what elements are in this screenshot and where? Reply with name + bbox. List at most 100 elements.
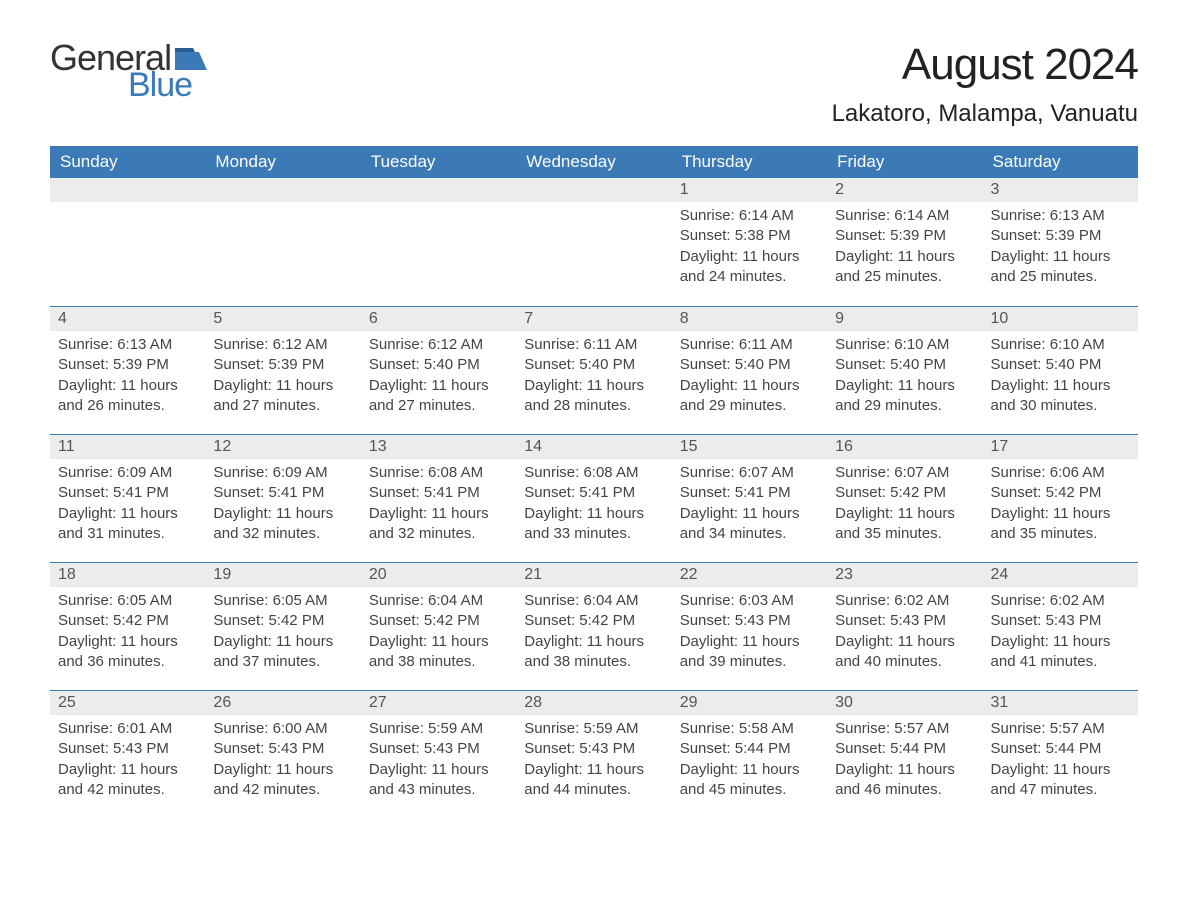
daylight-line: Daylight: 11 hours and 35 minutes. — [835, 504, 974, 545]
day-details: Sunrise: 6:09 AMSunset: 5:41 PMDaylight:… — [50, 459, 205, 554]
day-number: 23 — [827, 563, 982, 587]
daylight-line: Daylight: 11 hours and 27 minutes. — [213, 376, 352, 417]
sunrise-line: Sunrise: 6:01 AM — [58, 719, 197, 739]
calendar-day: 1Sunrise: 6:14 AMSunset: 5:38 PMDaylight… — [672, 178, 827, 306]
day-details: Sunrise: 5:59 AMSunset: 5:43 PMDaylight:… — [516, 715, 671, 810]
weekday-header: Tuesday — [361, 146, 516, 178]
calendar-day: 5Sunrise: 6:12 AMSunset: 5:39 PMDaylight… — [205, 307, 360, 434]
calendar-day: 4Sunrise: 6:13 AMSunset: 5:39 PMDaylight… — [50, 307, 205, 434]
sunset-line: Sunset: 5:41 PM — [58, 483, 197, 503]
day-details: Sunrise: 6:12 AMSunset: 5:39 PMDaylight:… — [205, 331, 360, 426]
sunrise-line: Sunrise: 6:02 AM — [835, 591, 974, 611]
sunrise-line: Sunrise: 6:14 AM — [680, 206, 819, 226]
day-details: Sunrise: 6:06 AMSunset: 5:42 PMDaylight:… — [983, 459, 1138, 554]
day-details: Sunrise: 6:09 AMSunset: 5:41 PMDaylight:… — [205, 459, 360, 554]
day-details — [361, 202, 516, 282]
month-title: August 2024 — [832, 40, 1138, 90]
daylight-line: Daylight: 11 hours and 24 minutes. — [680, 247, 819, 288]
calendar-day: 16Sunrise: 6:07 AMSunset: 5:42 PMDayligh… — [827, 435, 982, 562]
daylight-line: Daylight: 11 hours and 38 minutes. — [369, 632, 508, 673]
sunrise-line: Sunrise: 5:58 AM — [680, 719, 819, 739]
day-details: Sunrise: 6:13 AMSunset: 5:39 PMDaylight:… — [50, 331, 205, 426]
daylight-line: Daylight: 11 hours and 45 minutes. — [680, 760, 819, 801]
day-number: 26 — [205, 691, 360, 715]
day-details: Sunrise: 6:08 AMSunset: 5:41 PMDaylight:… — [361, 459, 516, 554]
day-number: 21 — [516, 563, 671, 587]
weekday-header: Wednesday — [516, 146, 671, 178]
daylight-line: Daylight: 11 hours and 33 minutes. — [524, 504, 663, 545]
sunrise-line: Sunrise: 6:05 AM — [213, 591, 352, 611]
day-number: 14 — [516, 435, 671, 459]
day-number — [205, 178, 360, 202]
day-number: 27 — [361, 691, 516, 715]
calendar-day: 13Sunrise: 6:08 AMSunset: 5:41 PMDayligh… — [361, 435, 516, 562]
daylight-line: Daylight: 11 hours and 41 minutes. — [991, 632, 1130, 673]
sunrise-line: Sunrise: 5:59 AM — [369, 719, 508, 739]
day-number: 29 — [672, 691, 827, 715]
calendar-day-empty — [516, 178, 671, 306]
day-number: 11 — [50, 435, 205, 459]
sunset-line: Sunset: 5:42 PM — [58, 611, 197, 631]
daylight-line: Daylight: 11 hours and 32 minutes. — [369, 504, 508, 545]
sunset-line: Sunset: 5:43 PM — [991, 611, 1130, 631]
daylight-line: Daylight: 11 hours and 47 minutes. — [991, 760, 1130, 801]
day-number: 28 — [516, 691, 671, 715]
sunrise-line: Sunrise: 6:11 AM — [680, 335, 819, 355]
sunset-line: Sunset: 5:43 PM — [524, 739, 663, 759]
calendar-day: 2Sunrise: 6:14 AMSunset: 5:39 PMDaylight… — [827, 178, 982, 306]
sunrise-line: Sunrise: 6:00 AM — [213, 719, 352, 739]
daylight-line: Daylight: 11 hours and 32 minutes. — [213, 504, 352, 545]
calendar-day: 18Sunrise: 6:05 AMSunset: 5:42 PMDayligh… — [50, 563, 205, 690]
day-number: 7 — [516, 307, 671, 331]
daylight-line: Daylight: 11 hours and 25 minutes. — [991, 247, 1130, 288]
day-details: Sunrise: 6:00 AMSunset: 5:43 PMDaylight:… — [205, 715, 360, 810]
day-number: 30 — [827, 691, 982, 715]
calendar-day: 20Sunrise: 6:04 AMSunset: 5:42 PMDayligh… — [361, 563, 516, 690]
daylight-line: Daylight: 11 hours and 29 minutes. — [680, 376, 819, 417]
day-details: Sunrise: 6:02 AMSunset: 5:43 PMDaylight:… — [827, 587, 982, 682]
daylight-line: Daylight: 11 hours and 39 minutes. — [680, 632, 819, 673]
sunrise-line: Sunrise: 6:12 AM — [213, 335, 352, 355]
sunset-line: Sunset: 5:41 PM — [213, 483, 352, 503]
sunset-line: Sunset: 5:43 PM — [58, 739, 197, 759]
sunset-line: Sunset: 5:41 PM — [369, 483, 508, 503]
day-details: Sunrise: 6:11 AMSunset: 5:40 PMDaylight:… — [672, 331, 827, 426]
day-number: 12 — [205, 435, 360, 459]
sunset-line: Sunset: 5:41 PM — [680, 483, 819, 503]
daylight-line: Daylight: 11 hours and 42 minutes. — [213, 760, 352, 801]
sunrise-line: Sunrise: 5:59 AM — [524, 719, 663, 739]
sunrise-line: Sunrise: 6:08 AM — [369, 463, 508, 483]
day-number: 13 — [361, 435, 516, 459]
day-number: 18 — [50, 563, 205, 587]
calendar-day: 26Sunrise: 6:00 AMSunset: 5:43 PMDayligh… — [205, 691, 360, 818]
calendar-day: 31Sunrise: 5:57 AMSunset: 5:44 PMDayligh… — [983, 691, 1138, 818]
calendar-day: 17Sunrise: 6:06 AMSunset: 5:42 PMDayligh… — [983, 435, 1138, 562]
title-block: August 2024 Lakatoro, Malampa, Vanuatu — [832, 40, 1138, 128]
sunrise-line: Sunrise: 6:06 AM — [991, 463, 1130, 483]
sunset-line: Sunset: 5:39 PM — [213, 355, 352, 375]
sunset-line: Sunset: 5:40 PM — [835, 355, 974, 375]
sunrise-line: Sunrise: 6:13 AM — [991, 206, 1130, 226]
sunset-line: Sunset: 5:44 PM — [680, 739, 819, 759]
day-number: 10 — [983, 307, 1138, 331]
sunset-line: Sunset: 5:39 PM — [58, 355, 197, 375]
sunset-line: Sunset: 5:40 PM — [991, 355, 1130, 375]
calendar-day: 23Sunrise: 6:02 AMSunset: 5:43 PMDayligh… — [827, 563, 982, 690]
sunset-line: Sunset: 5:43 PM — [369, 739, 508, 759]
calendar-day: 9Sunrise: 6:10 AMSunset: 5:40 PMDaylight… — [827, 307, 982, 434]
sunrise-line: Sunrise: 6:13 AM — [58, 335, 197, 355]
sunrise-line: Sunrise: 6:07 AM — [680, 463, 819, 483]
weekday-header: Monday — [205, 146, 360, 178]
sunset-line: Sunset: 5:40 PM — [680, 355, 819, 375]
weekday-header-row: SundayMondayTuesdayWednesdayThursdayFrid… — [50, 146, 1138, 178]
day-details: Sunrise: 6:05 AMSunset: 5:42 PMDaylight:… — [205, 587, 360, 682]
calendar-day: 25Sunrise: 6:01 AMSunset: 5:43 PMDayligh… — [50, 691, 205, 818]
calendar-day: 29Sunrise: 5:58 AMSunset: 5:44 PMDayligh… — [672, 691, 827, 818]
day-details: Sunrise: 5:58 AMSunset: 5:44 PMDaylight:… — [672, 715, 827, 810]
day-details: Sunrise: 6:07 AMSunset: 5:41 PMDaylight:… — [672, 459, 827, 554]
day-number — [50, 178, 205, 202]
sunset-line: Sunset: 5:42 PM — [213, 611, 352, 631]
day-number — [361, 178, 516, 202]
day-details: Sunrise: 6:13 AMSunset: 5:39 PMDaylight:… — [983, 202, 1138, 297]
sunset-line: Sunset: 5:44 PM — [835, 739, 974, 759]
